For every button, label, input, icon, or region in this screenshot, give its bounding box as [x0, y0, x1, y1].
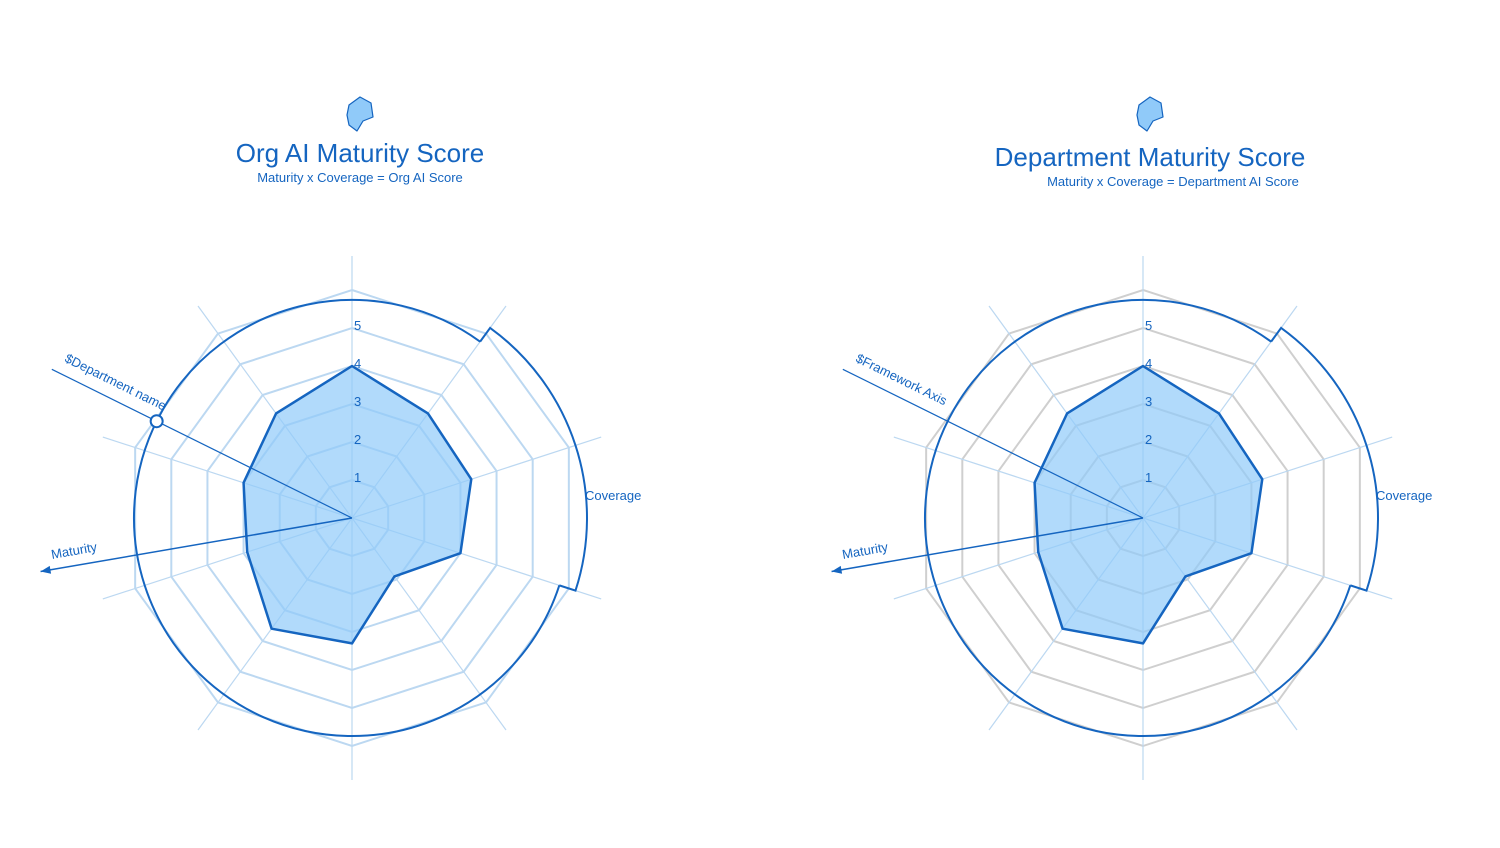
chart-title: Department Maturity Score	[994, 142, 1306, 172]
maturity-axis-label: Maturity	[50, 539, 99, 562]
org-chart-header: Org AI Maturity Score Maturity x Coverag…	[130, 95, 590, 187]
department-maturity-panel: Department Maturity Score Maturity x Cov…	[750, 0, 1500, 848]
org-maturity-panel: Org AI Maturity Score Maturity x Coverag…	[40, 95, 641, 780]
tick-label: 2	[1145, 432, 1152, 447]
framework-axis-line	[842, 368, 1144, 519]
tick-label: 4	[1145, 356, 1152, 371]
chart-subtitle: Maturity x Coverage = Org AI Score	[257, 170, 463, 185]
tick-label: 4	[354, 356, 361, 371]
tick-label: 1	[1145, 470, 1152, 485]
department-chart-header: Department Maturity Score Maturity x Cov…	[920, 95, 1380, 191]
radar-logo-icon	[1136, 96, 1164, 132]
data-area	[1033, 364, 1264, 645]
diagonal-axis-label: $Framework Axis	[853, 351, 949, 409]
tick-label: 3	[354, 394, 361, 409]
tick-label: 5	[354, 318, 361, 333]
tick-label: 2	[354, 432, 361, 447]
data-area	[242, 364, 473, 645]
axis-drag-handle[interactable]	[149, 414, 164, 429]
department-radar-chart: 1 2 3 4 5 $Framework Axis Maturity Coverage	[831, 256, 1432, 780]
tick-label: 1	[354, 470, 361, 485]
tick-label: 5	[1145, 318, 1152, 333]
coverage-band	[1270, 326, 1379, 592]
maturity-arrowhead-icon	[831, 565, 843, 574]
chart-subtitle: Maturity x Coverage = Department AI Scor…	[1047, 174, 1299, 189]
maturity-axis-arrow	[40, 517, 353, 573]
maturity-arrowhead-icon	[40, 565, 52, 574]
maturity-axis-arrow	[831, 517, 1144, 573]
radar-logo-icon	[346, 96, 374, 132]
coverage-band	[479, 326, 588, 592]
tick-label: 3	[1145, 394, 1152, 409]
chart-title: Org AI Maturity Score	[235, 138, 485, 168]
coverage-axis-label: Coverage	[1376, 488, 1432, 503]
coverage-axis-label: Coverage	[585, 488, 641, 503]
maturity-axis-label: Maturity	[841, 539, 890, 562]
outer-boundary	[133, 299, 561, 737]
framework-axis-line	[51, 368, 353, 519]
outer-boundary	[924, 299, 1352, 737]
